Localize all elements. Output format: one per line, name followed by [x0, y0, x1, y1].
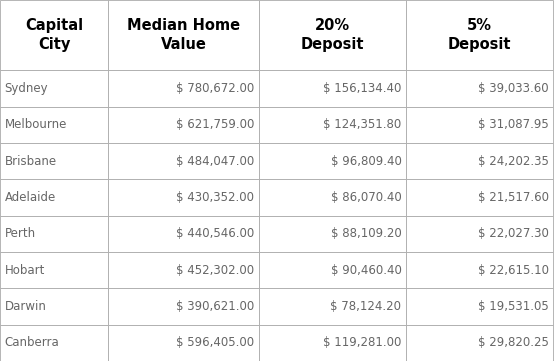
Bar — [0, 143, 108, 179]
Bar — [0, 107, 108, 143]
Bar — [259, 107, 406, 143]
Text: $ 484,047.00: $ 484,047.00 — [176, 155, 254, 168]
Text: $ 22,615.10: $ 22,615.10 — [478, 264, 549, 277]
Bar — [108, 179, 259, 216]
Bar — [259, 143, 406, 179]
Text: $ 39,033.60: $ 39,033.60 — [478, 82, 549, 95]
Text: $ 96,809.40: $ 96,809.40 — [331, 155, 401, 168]
Text: Median Home
Value: Median Home Value — [127, 18, 240, 52]
Text: Canberra: Canberra — [4, 336, 59, 349]
Bar — [108, 107, 259, 143]
Bar — [0, 0, 108, 70]
Bar — [259, 252, 406, 288]
Text: $ 24,202.35: $ 24,202.35 — [478, 155, 549, 168]
Bar — [406, 143, 553, 179]
Bar — [406, 216, 553, 252]
Bar — [0, 216, 108, 252]
Text: $ 780,672.00: $ 780,672.00 — [176, 82, 254, 95]
Text: $ 22,027.30: $ 22,027.30 — [478, 227, 549, 240]
Text: $ 124,351.80: $ 124,351.80 — [323, 118, 401, 131]
Bar — [108, 143, 259, 179]
Text: $ 452,302.00: $ 452,302.00 — [176, 264, 254, 277]
Bar — [406, 0, 553, 70]
Bar — [406, 325, 553, 361]
Text: $ 29,820.25: $ 29,820.25 — [478, 336, 549, 349]
Bar — [259, 288, 406, 325]
Text: 5%
Deposit: 5% Deposit — [448, 18, 512, 52]
Bar — [259, 70, 406, 107]
Text: $ 390,621.00: $ 390,621.00 — [176, 300, 254, 313]
Bar — [0, 70, 108, 107]
Bar — [0, 252, 108, 288]
Text: $ 156,134.40: $ 156,134.40 — [323, 82, 401, 95]
Text: Perth: Perth — [4, 227, 36, 240]
Bar — [259, 216, 406, 252]
Text: Melbourne: Melbourne — [4, 118, 67, 131]
Bar — [259, 0, 406, 70]
Text: $ 78,124.20: $ 78,124.20 — [330, 300, 401, 313]
Text: $ 31,087.95: $ 31,087.95 — [478, 118, 549, 131]
Text: Adelaide: Adelaide — [4, 191, 56, 204]
Bar — [0, 288, 108, 325]
Text: $ 21,517.60: $ 21,517.60 — [478, 191, 549, 204]
Text: Darwin: Darwin — [4, 300, 46, 313]
Bar — [406, 179, 553, 216]
Bar — [108, 70, 259, 107]
Bar — [108, 252, 259, 288]
Bar — [108, 216, 259, 252]
Bar — [259, 179, 406, 216]
Text: $ 596,405.00: $ 596,405.00 — [176, 336, 254, 349]
Text: $ 440,546.00: $ 440,546.00 — [176, 227, 254, 240]
Bar — [406, 70, 553, 107]
Text: Sydney: Sydney — [4, 82, 48, 95]
Bar — [108, 0, 259, 70]
Text: $ 90,460.40: $ 90,460.40 — [331, 264, 401, 277]
Text: Hobart: Hobart — [4, 264, 45, 277]
Text: $ 621,759.00: $ 621,759.00 — [176, 118, 254, 131]
Text: $ 119,281.00: $ 119,281.00 — [323, 336, 401, 349]
Bar — [0, 325, 108, 361]
Text: $ 430,352.00: $ 430,352.00 — [176, 191, 254, 204]
Text: $ 19,531.05: $ 19,531.05 — [478, 300, 549, 313]
Bar — [0, 179, 108, 216]
Bar — [108, 288, 259, 325]
Text: Capital
City: Capital City — [25, 18, 83, 52]
Text: Brisbane: Brisbane — [4, 155, 57, 168]
Bar — [406, 288, 553, 325]
Text: 20%
Deposit: 20% Deposit — [300, 18, 364, 52]
Bar — [406, 107, 553, 143]
Bar — [406, 252, 553, 288]
Text: $ 88,109.20: $ 88,109.20 — [331, 227, 401, 240]
Text: $ 86,070.40: $ 86,070.40 — [331, 191, 401, 204]
Bar — [259, 325, 406, 361]
Bar — [108, 325, 259, 361]
